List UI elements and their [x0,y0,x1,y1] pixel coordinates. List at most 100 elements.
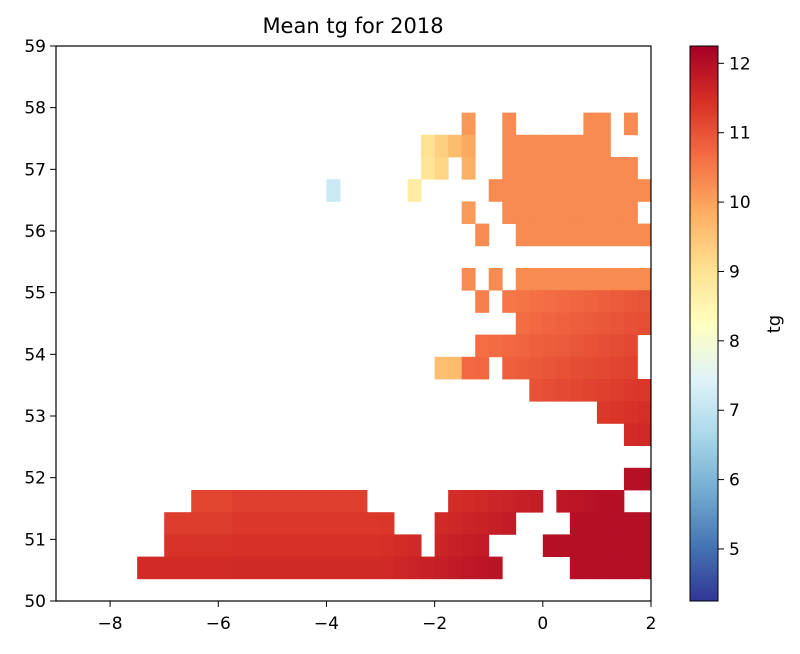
heatmap-cell [326,490,340,513]
heatmap-cell [759,423,773,446]
heatmap-cell [556,335,570,358]
heatmap-cell [516,179,530,202]
heatmap-cell [516,312,530,335]
heatmap-cell [773,468,787,491]
heatmap-cell [232,534,246,557]
heatmap-cell [462,512,476,535]
heatmap-cell [516,490,530,513]
heatmap-cell [651,468,665,491]
heatmap-cell [610,201,624,224]
heatmap-cell [381,512,395,535]
heatmap-cell [191,557,205,580]
heatmap-cell [218,490,232,513]
heatmap-cell [610,401,624,424]
heatmap-cell [624,179,638,202]
heatmap-cell [245,534,259,557]
heatmap-cell [286,490,300,513]
heatmap-cell [543,224,557,247]
heatmap-cell [326,557,340,580]
x-tick-label: −2 [422,614,447,634]
heatmap-cell [719,446,733,469]
heatmap-cell [367,557,381,580]
heatmap-cell [516,201,530,224]
heatmap-cell [732,490,746,513]
heatmap-cell [583,113,597,136]
heatmap-cell [164,557,178,580]
heatmap-cell [651,557,665,580]
heatmap-cell [272,557,286,580]
heatmap-cell [259,490,273,513]
heatmap-cell [583,357,597,380]
heatmap-cell [556,201,570,224]
heatmap-cell [637,423,651,446]
heatmap-cell [435,157,449,180]
heatmap-cell [597,201,611,224]
heatmap-cell [232,490,246,513]
heatmap-cell [299,490,313,513]
heatmap-cell [651,335,665,358]
heatmap-cell [475,557,489,580]
heatmap-cell [624,401,638,424]
y-tick-label: 57 [24,160,46,180]
heatmap-cell [719,224,733,247]
heatmap-cell [651,179,665,202]
heatmap-cell [624,468,638,491]
heatmap-cell [543,312,557,335]
heatmap-cell [570,157,584,180]
heatmap-cell [624,423,638,446]
heatmap-cell [637,401,651,424]
heatmap-cell [340,512,354,535]
heatmap-cell [218,557,232,580]
heatmap-cell [205,512,219,535]
heatmap-cell [624,224,638,247]
x-tick-label: −6 [206,614,231,634]
heatmap-cell [529,312,543,335]
heatmap-cell [583,201,597,224]
heatmap-cell [583,379,597,402]
heatmap-cell [719,557,733,580]
heatmap-cell [651,268,665,291]
heatmap-cell [665,490,679,513]
heatmap-cell [637,224,651,247]
heatmap-cell [570,357,584,380]
heatmap-cell [516,335,530,358]
heatmap-cell [529,157,543,180]
heatmap-cell [786,468,800,491]
heatmap-cell [583,179,597,202]
heatmap-cell [597,224,611,247]
colorbar-tick-label: 10 [729,193,751,213]
x-tick-label: −4 [314,614,339,634]
heatmap-cell [610,379,624,402]
heatmap-cell [191,490,205,513]
heatmap-cell [529,135,543,158]
heatmap-cell [191,534,205,557]
heatmap-cell [259,534,273,557]
heatmap-cell [665,268,679,291]
heatmap-cell [637,312,651,335]
heatmap-cell [786,423,800,446]
heatmap-cell [610,224,624,247]
heatmap-cell [475,534,489,557]
heatmap-cell [462,534,476,557]
heatmap-cell [286,534,300,557]
heatmap-cell [570,512,584,535]
heatmap-cell [759,468,773,491]
heatmap-cell [583,157,597,180]
y-tick-label: 55 [24,284,46,304]
heatmap-cell [556,157,570,180]
heatmap-cell [462,135,476,158]
heatmap-cell [164,512,178,535]
heatmap-cell [597,534,611,557]
heatmap-cell [597,157,611,180]
heatmap-cell [516,224,530,247]
heatmap-cell [556,290,570,313]
heatmap-cell [624,357,638,380]
heatmap-cell [502,135,516,158]
heatmap-cell [543,290,557,313]
x-tick-label: 0 [537,614,548,634]
heatmap-cell [570,379,584,402]
heatmap-cell [665,290,679,313]
heatmap-cell [624,379,638,402]
